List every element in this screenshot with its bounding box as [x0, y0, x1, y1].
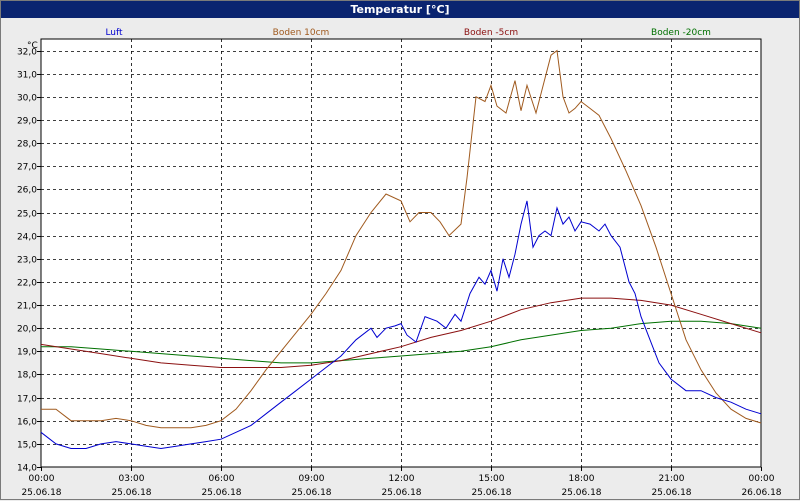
x-tick-date: 25.06.18 [381, 488, 421, 498]
y-tick-label: 14,0 [17, 464, 37, 474]
y-tick-label: 31,0 [17, 71, 37, 81]
legend-boden-10cm: Boden 10cm [273, 28, 330, 38]
x-tick-time: 03:00 [119, 474, 145, 484]
y-tick-label: 32,0 [17, 48, 37, 58]
series-line-boden-5cm [40, 297, 762, 368]
legend-boden-20cm: Boden -20cm [651, 28, 711, 38]
y-tick-label: 24,0 [17, 233, 37, 243]
legend-boden-5cm: Boden -5cm [464, 28, 518, 38]
series-line-boden-20cm [41, 320, 762, 364]
y-tick-label: 23,0 [17, 256, 37, 266]
x-tick-date: 25.06.18 [561, 488, 601, 498]
x-tick-date: 25.06.18 [201, 488, 241, 498]
x-tick-date: 25.06.18 [651, 488, 691, 498]
y-tick-label: 29,0 [17, 117, 37, 127]
x-tick-time: 09:00 [299, 474, 325, 484]
x-tick-time: 06:00 [209, 474, 235, 484]
y-tick-label: 30,0 [17, 94, 37, 104]
x-tick-date: 25.06.18 [291, 488, 331, 498]
x-tick-time: 00:00 [749, 474, 775, 484]
x-tick-date: 25.06.18 [111, 488, 151, 498]
y-tick-label: 28,0 [17, 140, 37, 150]
window-title: Temperatur [°C] [1, 1, 799, 18]
x-tick-time: 18:00 [569, 474, 595, 484]
x-tick-time: 12:00 [389, 474, 415, 484]
y-tick-label: 26,0 [17, 186, 37, 196]
x-tick-date: 26.06.18 [741, 488, 781, 498]
y-tick-label: 19,0 [17, 348, 37, 358]
plot-area [40, 38, 762, 468]
y-tick-label: 21,0 [17, 302, 37, 312]
y-tick-label: 17,0 [17, 395, 37, 405]
series-line-boden-10cm [41, 49, 762, 429]
x-tick-date: 25.06.18 [21, 488, 61, 498]
series-line-luft [40, 200, 762, 450]
y-axis-label: °C [27, 41, 38, 51]
x-tick-time: 21:00 [659, 474, 685, 484]
x-tick-date: 25.06.18 [471, 488, 511, 498]
y-tick-label: 27,0 [17, 163, 37, 173]
y-tick-label: 18,0 [17, 371, 37, 381]
y-tick-label: 15,0 [17, 441, 37, 451]
y-tick-label: 20,0 [17, 325, 37, 335]
y-tick-label: 22,0 [17, 279, 37, 289]
x-tick-time: 00:00 [29, 474, 55, 484]
x-tick-time: 15:00 [479, 474, 505, 484]
y-tick-label: 25,0 [17, 210, 37, 220]
legend-luft: Luft [105, 28, 123, 38]
y-tick-label: 16,0 [17, 418, 37, 428]
